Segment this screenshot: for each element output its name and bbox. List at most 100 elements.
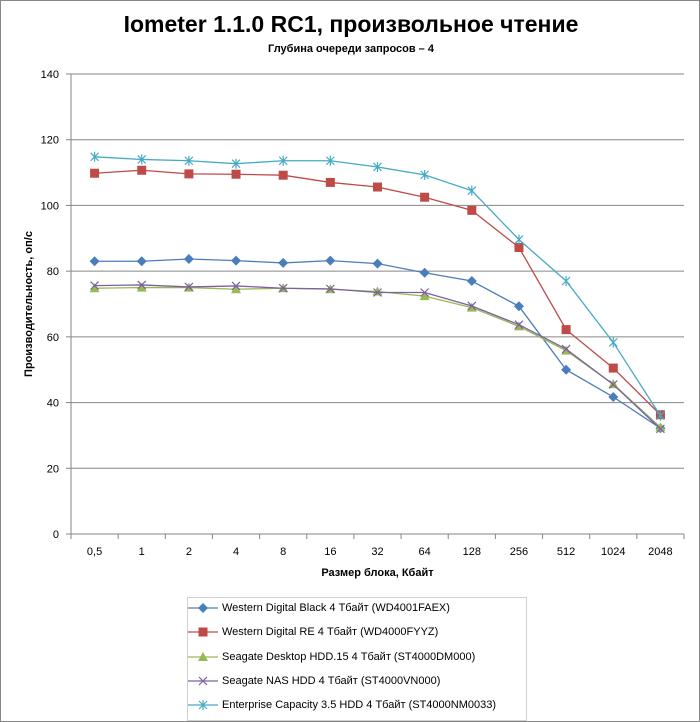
data-point (608, 380, 618, 389)
data-point (608, 363, 618, 373)
data-point (561, 364, 572, 375)
data-point (514, 234, 524, 245)
y-tick-label: 0 (53, 529, 59, 541)
legend-item: Seagate Desktop HDD.15 4 Тбайт (ST4000DM… (188, 649, 475, 665)
data-point (183, 253, 194, 264)
y-tick-label: 40 (47, 398, 59, 410)
data-point (231, 255, 242, 266)
data-point (514, 242, 524, 252)
data-point (655, 422, 666, 432)
legend-label: Western Digital RE 4 Тбайт (WD4000FYYZ) (222, 626, 439, 639)
y-tick-label: 20 (47, 463, 59, 475)
x-tick-label: 4 (233, 546, 239, 558)
series-3 (90, 280, 665, 434)
legend-label: Seagate Desktop HDD.15 4 Тбайт (ST4000DM… (222, 650, 476, 663)
x-tick-label: 1024 (601, 546, 625, 558)
data-point (231, 169, 241, 179)
data-point (325, 255, 336, 266)
data-point (467, 205, 477, 215)
chart-title: Iometer 1.1.0 RC1, произвольное чтение (123, 11, 579, 37)
series-line (94, 286, 661, 428)
data-point (325, 177, 335, 187)
data-point (420, 192, 430, 202)
data-point (278, 283, 288, 293)
x-tick-label: 256 (510, 546, 528, 558)
x-tick-label: 32 (371, 546, 383, 558)
x-tick-label: 0,5 (87, 546, 102, 558)
data-point (90, 281, 100, 291)
y-tick-label: 120 (41, 135, 59, 147)
legend-marker (188, 627, 218, 637)
data-point (372, 258, 383, 269)
data-point (231, 284, 242, 294)
legend: Western Digital Black 4 Тбайт (WD4001FAE… (187, 597, 527, 721)
data-point (373, 161, 382, 172)
data-point (231, 281, 241, 291)
plot-area: 0 20 40 60 80 100 120 140 0,5 1 2 4 8 16 32 64 128 256 512… (23, 69, 685, 579)
data-point (419, 291, 430, 301)
legend-item: Enterprise Capacity 3.5 HDD 4 Тбайт (ST4… (188, 697, 496, 713)
series-1 (90, 165, 665, 420)
data-point (231, 158, 241, 169)
x-tick-label: 64 (419, 546, 431, 558)
legend-marker (188, 651, 218, 661)
x-tick-label: 512 (557, 546, 575, 558)
legend-item: Western Digital Black 4 Тбайт (WD4001FAE… (188, 600, 450, 616)
legend-marker (188, 676, 218, 686)
legend-label: Seagate NAS HDD 4 Тбайт (ST4000VN000) (222, 674, 441, 687)
x-tick-label: 2048 (648, 546, 672, 558)
data-point (420, 288, 430, 297)
legend-item: Seagate NAS HDD 4 Тбайт (ST4000VN000) (188, 673, 440, 689)
series-2 (89, 282, 666, 432)
y-tick-label: 100 (41, 200, 59, 212)
data-point (137, 154, 147, 165)
x-tick-label: 128 (463, 546, 481, 558)
legend-symbol (198, 627, 208, 637)
data-point (278, 257, 289, 268)
data-point (373, 288, 382, 297)
chart-subtitle: Глубина очереди запросов – 4 (268, 43, 434, 55)
data-point (184, 282, 194, 292)
series-line (94, 284, 661, 430)
data-point (608, 337, 618, 348)
series-4 (90, 151, 665, 421)
data-point (655, 424, 665, 434)
data-point (561, 345, 572, 355)
x-tick-label: 1 (139, 546, 145, 558)
data-point (325, 155, 335, 166)
x-tick-label: 2 (186, 546, 192, 558)
data-point (561, 344, 571, 354)
series-0 (89, 253, 666, 434)
x-tick-label: 16 (324, 546, 336, 558)
legend-marker (188, 700, 218, 711)
legend-item: Western Digital RE 4 Тбайт (WD4000FYYZ) (188, 624, 438, 640)
data-point (655, 410, 665, 421)
data-point (137, 280, 147, 290)
data-point (608, 391, 619, 402)
data-point (136, 282, 147, 292)
data-point (278, 170, 288, 180)
data-point (561, 276, 571, 286)
data-point (184, 169, 194, 179)
data-point (325, 284, 335, 294)
data-point (278, 155, 288, 166)
data-point (466, 276, 477, 286)
data-point (419, 267, 430, 278)
legend-symbol (198, 603, 208, 613)
data-point (466, 302, 477, 312)
legend-symbol (198, 676, 208, 686)
legend-marker (188, 603, 218, 613)
data-point (90, 151, 100, 162)
data-point (513, 321, 524, 331)
legend-label: Western Digital Black 4 Тбайт (WD4001FAE… (222, 602, 450, 614)
data-point (89, 283, 100, 293)
y-axis-title: Производительность, оп/с (23, 231, 35, 377)
x-axis-title: Размер блока, Кбайт (321, 567, 434, 579)
legend-symbol (198, 700, 208, 711)
data-point (513, 301, 524, 312)
data-point (136, 256, 147, 267)
data-point (514, 320, 524, 330)
x-tick-label: 8 (280, 546, 286, 558)
y-tick-label: 60 (47, 332, 59, 344)
legend-symbol (198, 651, 208, 661)
